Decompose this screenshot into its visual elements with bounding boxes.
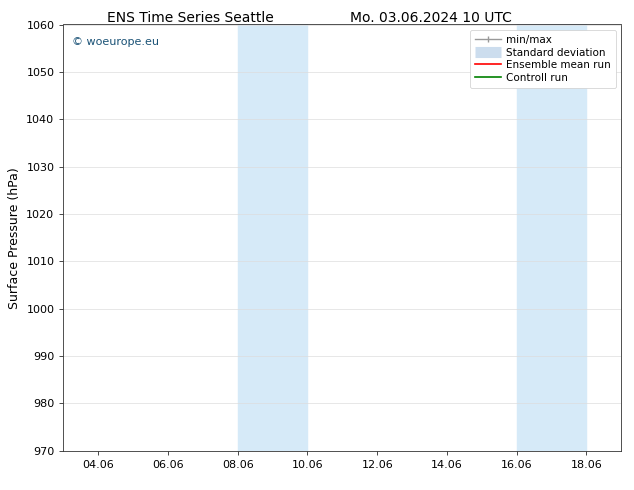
Text: ENS Time Series Seattle: ENS Time Series Seattle: [107, 11, 274, 25]
Y-axis label: Surface Pressure (hPa): Surface Pressure (hPa): [8, 167, 21, 309]
Legend: min/max, Standard deviation, Ensemble mean run, Controll run: min/max, Standard deviation, Ensemble me…: [470, 30, 616, 88]
Text: © woeurope.eu: © woeurope.eu: [72, 37, 158, 48]
Bar: [238, 24, 307, 451]
Bar: [517, 24, 586, 451]
Text: Mo. 03.06.2024 10 UTC: Mo. 03.06.2024 10 UTC: [350, 11, 512, 25]
